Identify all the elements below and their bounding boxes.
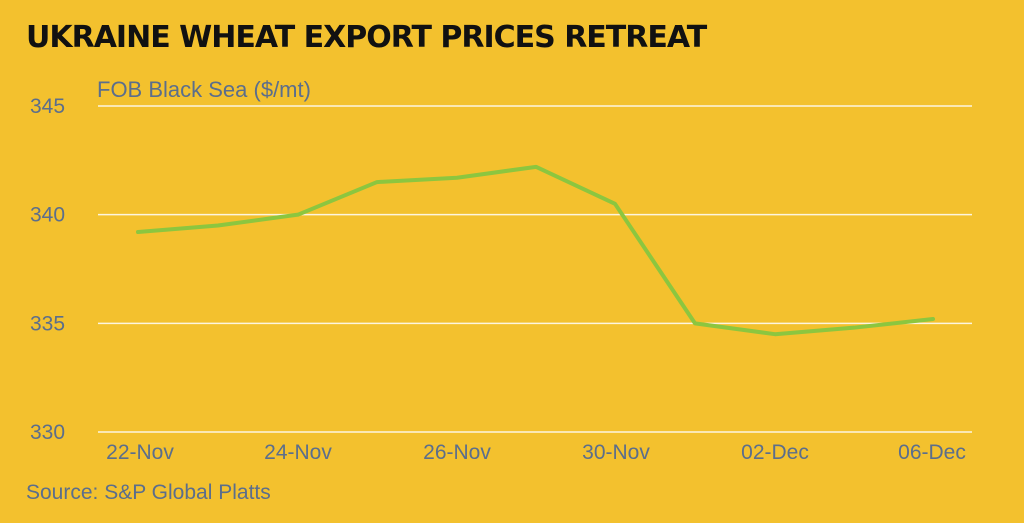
x-tick-label: 30-Nov — [582, 441, 650, 464]
y-axis-label: FOB Black Sea ($/mt) — [97, 77, 311, 102]
x-tick-label: 02-Dec — [741, 441, 809, 464]
chart-title: UKRAINE WHEAT EXPORT PRICES RETREAT — [26, 20, 708, 55]
data-point — [773, 332, 777, 336]
data-point — [613, 202, 617, 206]
data-point — [216, 224, 220, 228]
data-point — [852, 326, 856, 330]
data-point — [534, 165, 538, 169]
x-axis-ticks: 22-Nov 24-Nov 26-Nov 30-Nov 02-Dec 06-Dec — [106, 441, 966, 464]
y-tick-label: 340 — [30, 204, 65, 227]
series-line-0 — [136, 164, 935, 337]
x-tick-label: 22-Nov — [106, 441, 174, 464]
x-tick-label: 24-Nov — [264, 441, 332, 464]
data-point — [455, 176, 459, 180]
data-point — [693, 321, 697, 325]
data-point — [136, 230, 140, 234]
y-tick-label: 330 — [30, 421, 65, 444]
x-tick-label: 26-Nov — [423, 441, 491, 464]
y-axis-ticks: 345 340 335 330 — [30, 95, 65, 444]
x-tick-label: 06-Dec — [898, 441, 966, 464]
gridlines — [98, 105, 972, 433]
data-point — [375, 180, 379, 184]
data-point — [931, 317, 935, 321]
series-lines — [136, 164, 935, 337]
y-tick-label: 335 — [30, 312, 65, 335]
source-note: Source: S&P Global Platts — [26, 481, 271, 504]
data-point — [296, 213, 300, 217]
y-tick-label: 345 — [30, 95, 65, 118]
